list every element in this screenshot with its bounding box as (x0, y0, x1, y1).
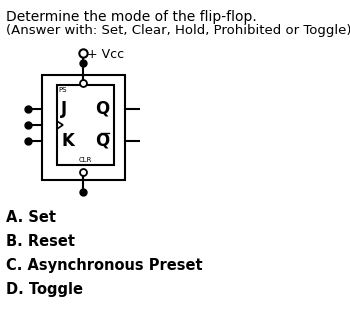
Text: K: K (62, 132, 74, 150)
Text: A. Set: A. Set (6, 210, 56, 225)
Text: + Vcc: + Vcc (87, 48, 124, 61)
Text: D. Toggle: D. Toggle (6, 282, 83, 297)
Text: PS: PS (58, 87, 67, 93)
Text: (Answer with: Set, Clear, Hold, Prohibited or Toggle).: (Answer with: Set, Clear, Hold, Prohibit… (6, 24, 350, 37)
Text: C. Asynchronous Preset: C. Asynchronous Preset (6, 258, 203, 273)
Bar (42, 75, 125, 180)
Text: J: J (62, 100, 68, 118)
Text: Q: Q (95, 132, 109, 150)
Text: B. Reset: B. Reset (6, 234, 75, 249)
Text: CLR: CLR (79, 157, 92, 163)
Text: Determine the mode of the flip-flop.: Determine the mode of the flip-flop. (6, 10, 257, 24)
Text: Q: Q (95, 100, 109, 118)
Bar (57, 85, 114, 165)
